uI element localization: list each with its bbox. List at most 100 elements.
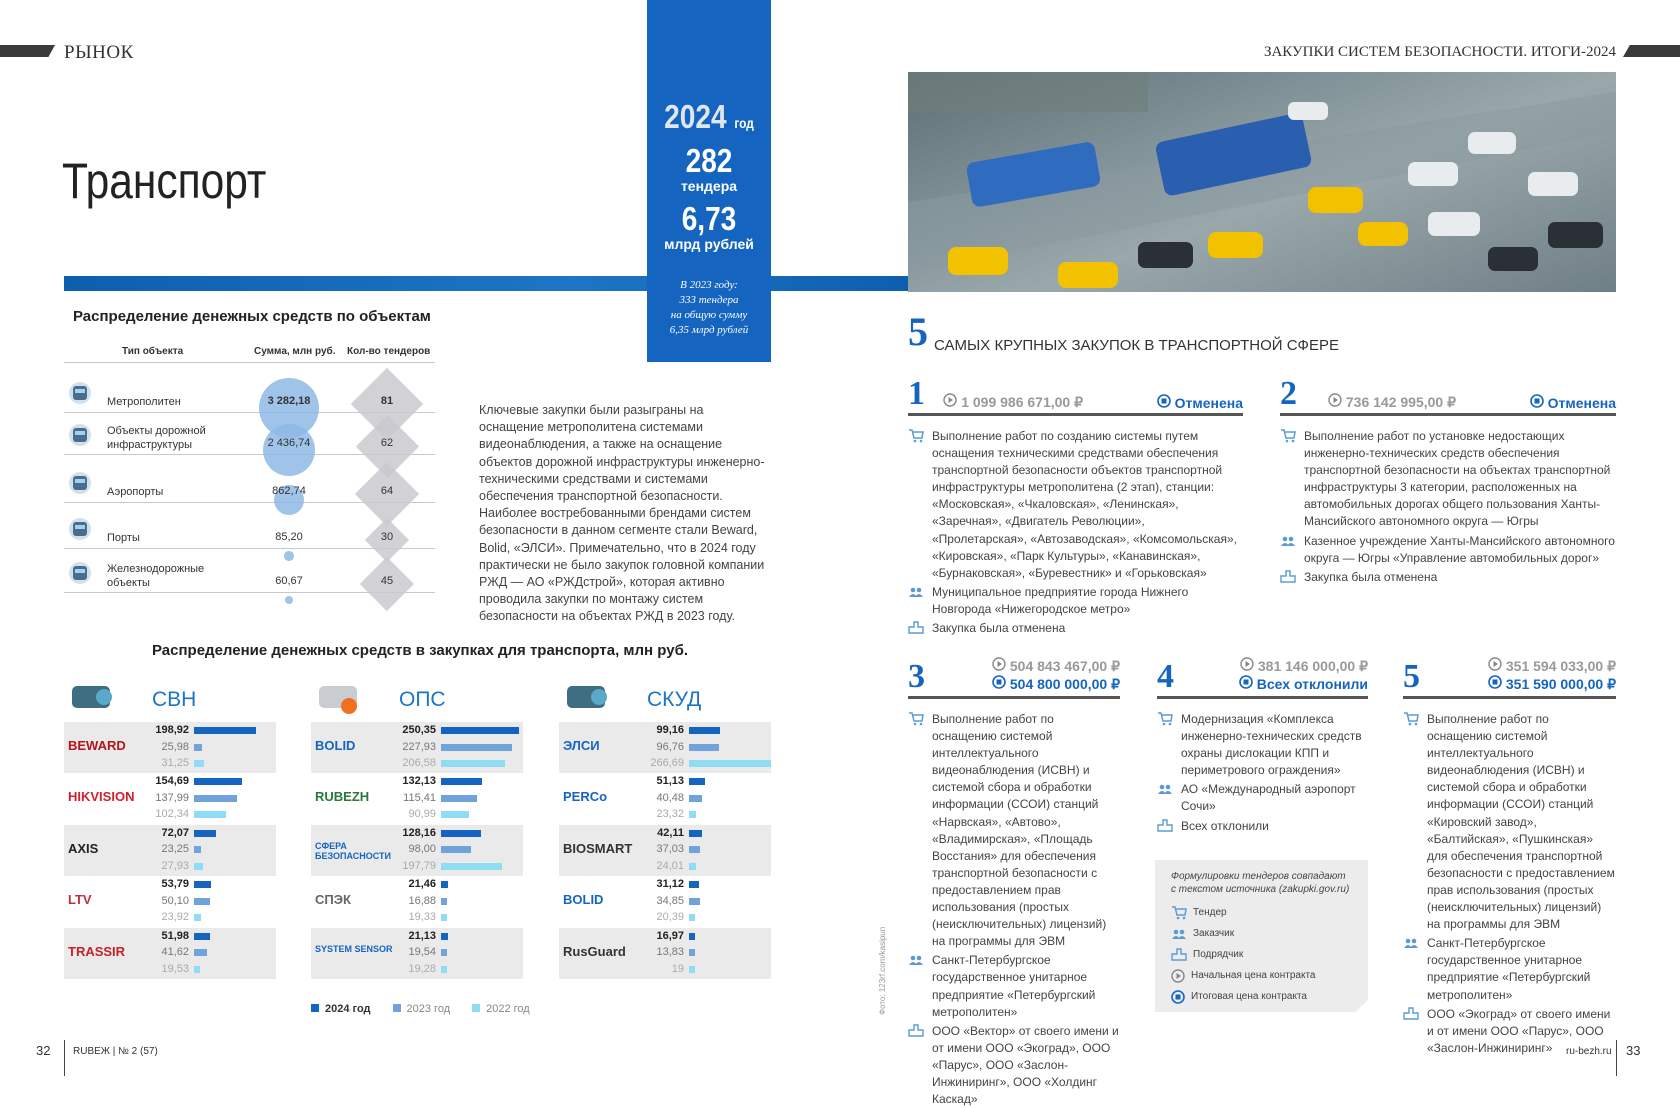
tender-rank: 4 xyxy=(1157,658,1174,695)
object-tender-count: 30 xyxy=(380,531,394,543)
article-body-text: Ключевые закупки были разыграны на оснащ… xyxy=(479,403,765,624)
summary-sum-label: млрд рублей xyxy=(664,236,754,252)
bar-2022-год xyxy=(194,914,202,922)
tender-description: Выполнение работ по оснащению системой и… xyxy=(908,711,1120,950)
tender-card-4: 4 381 146 000,00 ₽ Всех отклонили Модерни… xyxy=(1157,653,1368,835)
summary-panel: 2024 год 282 тендера 6,73 млрд рублей В … xyxy=(647,0,771,362)
sum-bubble xyxy=(284,551,294,561)
tender-rank: 5 xyxy=(1403,658,1420,695)
bar-2024-год xyxy=(441,727,519,734)
legend-label: Тендер xyxy=(1193,907,1227,918)
bar-value: 51,13 xyxy=(656,775,684,788)
bar-2022-год xyxy=(689,965,695,973)
final-price: Всех отклонили xyxy=(1239,675,1368,692)
cart-icon xyxy=(1404,712,1419,726)
legend-label: Подрядчик xyxy=(1193,949,1244,960)
sum-bubble xyxy=(263,424,315,476)
bar-2024-год xyxy=(441,881,448,889)
bar-value: 115,41 xyxy=(403,791,436,804)
bar-value: 21,13 xyxy=(408,929,436,942)
bar-2023-год xyxy=(441,897,447,905)
bar-value: 21,46 xyxy=(408,878,436,891)
object-sum: 862,74 xyxy=(272,485,306,497)
bar-2022-год xyxy=(194,862,203,870)
summary-2023-note: В 2023 году: 333 тендера на общую сумму 6,3… xyxy=(669,279,749,336)
bar-2023-год xyxy=(441,846,472,854)
customer-name: Санкт-Петербургское государственное унит… xyxy=(908,952,1120,1020)
legend-2023: 2023 год xyxy=(392,1003,450,1015)
bar-value: 16,88 xyxy=(408,894,436,907)
bar-row: ЭЛСИ 99,16 96,76 266,69 xyxy=(559,722,771,774)
table-divider xyxy=(64,454,435,455)
bar-value: 31,12 xyxy=(656,878,684,891)
bar-value: 197,79 xyxy=(402,859,436,872)
contractor-name-text: ООО «Вектор» от своего имени и от имени … xyxy=(932,1023,1119,1107)
customer-name-text: Санкт-Петербургское государственное унит… xyxy=(1427,936,1591,1002)
bar-value: 41,62 xyxy=(161,946,189,959)
icon-legend-box: Формулировки тендеров совпадают с тексто… xyxy=(1155,860,1368,1012)
bar-row: BOLID 31,12 34,85 20,39 xyxy=(559,876,771,927)
bar-value: 250,35 xyxy=(402,724,436,736)
object-sum: 85,20 xyxy=(275,531,303,543)
bar-2023-год xyxy=(441,949,448,957)
legend-2024: 2024 год xyxy=(311,1003,371,1015)
bar-2023-год xyxy=(194,897,210,905)
tender-description-text: Выполнение работ по установке недостающи… xyxy=(1304,429,1611,529)
contractor-icon xyxy=(1403,1006,1419,1020)
tender-card-body: Выполнение работ по установке недостающи… xyxy=(1280,428,1616,586)
customer-name: АО «Международный аэропорт Сочи» xyxy=(1157,781,1368,815)
bar-2023-год xyxy=(194,846,202,854)
bar-2023-год xyxy=(441,743,512,751)
bar-value: 19,28 xyxy=(408,962,436,975)
customer-icon xyxy=(909,587,923,597)
bar-2023-год xyxy=(194,949,207,957)
col-header-count: Кол-во тендеров xyxy=(347,346,431,357)
road-icon xyxy=(66,422,94,450)
object-sum: 60,67 xyxy=(275,575,303,587)
source-note: Формулировки тендеров совпадают с тексто… xyxy=(1171,871,1350,895)
objects-table: Тип объекта Сумма, млн руб. Кол-во тенде… xyxy=(64,340,435,611)
object-type-name: Аэропорты xyxy=(107,486,164,498)
brand-logo: ЭЛСИ xyxy=(563,738,600,753)
legend-item: Итоговая цена контракта xyxy=(1171,986,1352,1007)
bar-row: RusGuard 16,97 13,83 19 xyxy=(559,927,771,979)
bar-value: 72,07 xyxy=(161,826,189,839)
tender-card-header: 3 504 843 467,00 ₽ 504 800 000,00 ₽ xyxy=(908,653,1120,699)
final-status: Отменена xyxy=(1156,394,1243,411)
bar-value: 53,79 xyxy=(161,878,189,891)
access-control-icon xyxy=(561,678,613,723)
contractor-icon xyxy=(908,1023,924,1037)
bar-group-label: СКУД xyxy=(647,688,702,711)
bar-value: 34,85 xyxy=(656,894,684,907)
tender-description-text: Модернизация «Комплекса инженерно-технич… xyxy=(1181,712,1362,778)
bar-value: 16,97 xyxy=(656,929,684,942)
bar-2022-год xyxy=(689,914,696,922)
bar-value: 13,83 xyxy=(656,946,684,959)
bar-group-0: СВН BEWARD 198,92 25,98 31,25 HIKVISION 154,69… xyxy=(64,676,276,979)
object-tender-count: 64 xyxy=(380,485,394,497)
brand-logo: СФЕРА БЕЗОПАСНОСТИ xyxy=(315,840,391,861)
initial-price: 504 843 467,00 ₽ xyxy=(992,657,1120,675)
cctv-camera-icon xyxy=(66,678,118,723)
bar-2022-год xyxy=(194,760,204,767)
sum-bubble xyxy=(284,595,294,605)
brand-logo: PERCo xyxy=(563,789,608,805)
bar-group-2: СКУД ЭЛСИ 99,16 96,76 266,69 PERCo 51,13 40,48 2… xyxy=(559,676,771,979)
bar-value: 96,76 xyxy=(656,740,684,753)
customer-name-text: АО «Международный аэропорт Сочи» xyxy=(1181,782,1356,814)
bar-row: BOLID 250,35 227,93 206,58 xyxy=(311,722,523,774)
brand-logo: TRASSIR xyxy=(68,943,126,959)
object-type-name: Объекты дорожной инфраструктуры xyxy=(107,425,206,451)
bar-value: 40,48 xyxy=(656,791,684,804)
contractor-icon xyxy=(1280,570,1296,583)
stop-circle-icon xyxy=(1171,989,1185,1004)
tender-rank: 3 xyxy=(908,658,925,695)
brand-logo: BOLID xyxy=(563,892,604,908)
bar-2022-год xyxy=(689,760,771,767)
bar-2022-год xyxy=(441,760,506,767)
brand-logo: RusGuard xyxy=(563,943,626,959)
tender-card-body: Выполнение работ по оснащению системой и… xyxy=(1403,711,1616,1057)
bar-2022-год xyxy=(441,862,503,870)
cart-icon xyxy=(909,712,924,726)
final-price: 351 590 000,00 ₽ xyxy=(1488,675,1616,693)
